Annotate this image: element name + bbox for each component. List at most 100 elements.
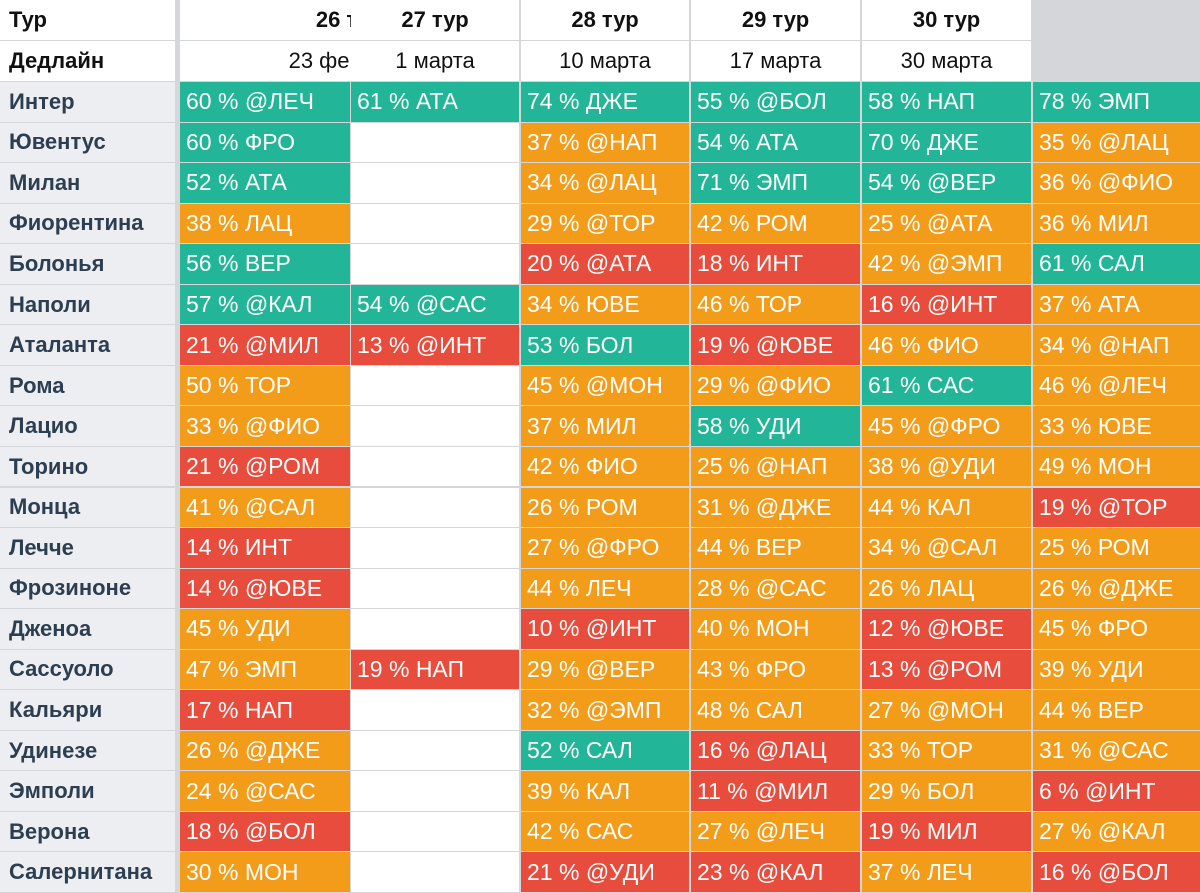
team-name: Фрозиноне — [0, 568, 175, 609]
fixture-cell: 58 % НАП — [862, 82, 1031, 122]
deadline: 17 марта — [691, 41, 860, 81]
empty-cell — [351, 163, 519, 203]
fixture-cell: 44 % ЛЕЧ — [521, 568, 689, 609]
fixture-cell: 46 % ТОР — [691, 284, 860, 325]
fixture-cell: 32 % @ЭМП — [521, 690, 689, 730]
fixture-cell: 44 % КАЛ — [862, 487, 1031, 527]
empty-cell — [351, 365, 519, 406]
fixture-cell: 56 % ВЕР — [180, 244, 350, 284]
fixture-cell: 11 % @МИЛ — [691, 771, 860, 811]
fixture-cell: 61 % АТА — [351, 82, 519, 122]
team-name: Монца — [0, 487, 175, 527]
empty-cell — [351, 244, 519, 284]
fixture-cell: 71 % ЭМП — [691, 163, 860, 203]
team-name: Салернитана — [0, 852, 175, 892]
fixture-cell: 30 % МОН — [180, 852, 350, 892]
fixture-cell: 29 % @ФИО — [691, 365, 860, 406]
fixture-cell: 19 % @ТОР — [1033, 487, 1200, 527]
fixture-cell: 28 % @САС — [691, 568, 860, 609]
team-name: Сассуоло — [0, 649, 175, 690]
fixture-cell: 34 % @САЛ — [862, 528, 1031, 568]
empty-cell — [351, 568, 519, 609]
fixture-cell: 21 % @УДИ — [521, 852, 689, 892]
fixture-cell: 25 % @НАП — [691, 446, 860, 487]
fixture-cell: 57 % @КАЛ — [180, 284, 350, 325]
fixture-cell: 54 % АТА — [691, 122, 860, 163]
fixture-cell: 42 % @ЭМП — [862, 244, 1031, 284]
fixture-cell: 34 % @ЛАЦ — [521, 163, 689, 203]
fixture-cell: 27 % @ЛЕЧ — [691, 811, 860, 852]
fixture-cell: 25 % РОМ — [1033, 528, 1200, 568]
fixture-cell: 13 % @РОМ — [862, 649, 1031, 690]
fixture-cell: 54 % @САС — [351, 284, 519, 325]
fixture-cell: 48 % САЛ — [691, 690, 860, 730]
fixture-cell: 13 % @ИНТ — [351, 325, 519, 365]
fixture-cell: 54 % @ВЕР — [862, 163, 1031, 203]
fixture-cell: 27 % @ФРО — [521, 528, 689, 568]
fixture-cell: 61 % САЛ — [1033, 244, 1200, 284]
fixture-cell: 31 % @ДЖЕ — [691, 487, 860, 527]
round-header: 27 тур — [351, 0, 519, 40]
team-name: Фиорентина — [0, 203, 175, 244]
empty-cell — [351, 122, 519, 163]
fixture-cell: 35 % @ЛАЦ — [1033, 122, 1200, 163]
fixture-cell: 16 % @ИНТ — [862, 284, 1031, 325]
fixture-cell: 45 % @ФРО — [862, 406, 1031, 446]
fixture-cell: 25 % @АТА — [862, 203, 1031, 244]
fixture-cell: 37 % АТА — [1033, 284, 1200, 325]
empty-cell — [351, 730, 519, 771]
fixture-cell: 42 % ФИО — [521, 446, 689, 487]
team-name: Эмполи — [0, 771, 175, 811]
fixture-cell: 33 % @ФИО — [180, 406, 350, 446]
fixture-cell: 34 % ЮВЕ — [521, 284, 689, 325]
fixture-cell: 36 % МИЛ — [1033, 203, 1200, 244]
corner-label: Тур — [0, 0, 175, 40]
fixture-cell: 18 % ИНТ — [691, 244, 860, 284]
team-name: Аталанта — [0, 325, 175, 365]
fixture-cell: 53 % БОЛ — [521, 325, 689, 365]
deadline: 30 марта — [862, 41, 1031, 81]
fixture-cell: 19 % @ЮВЕ — [691, 325, 860, 365]
fixture-cell: 49 % МОН — [1033, 446, 1200, 487]
fixture-cell: 41 % @САЛ — [180, 487, 350, 527]
empty-cell — [351, 690, 519, 730]
fixture-cell: 74 % ДЖЕ — [521, 82, 689, 122]
fixture-cell: 34 % @НАП — [1033, 325, 1200, 365]
fixture-cell: 40 % МОН — [691, 609, 860, 649]
empty-cell — [351, 487, 519, 527]
fixture-cell: 50 % ТОР — [180, 365, 350, 406]
empty-cell — [351, 203, 519, 244]
team-name: Удинезе — [0, 730, 175, 771]
fixture-cell: 26 % @ДЖЕ — [1033, 568, 1200, 609]
fixture-cell: 16 % @ЛАЦ — [691, 730, 860, 771]
empty-cell — [351, 528, 519, 568]
fixture-cell: 24 % @САС — [180, 771, 350, 811]
empty-cell — [351, 771, 519, 811]
team-name: Лечче — [0, 528, 175, 568]
fixture-cell: 14 % @ЮВЕ — [180, 568, 350, 609]
fixture-cell: 37 % @НАП — [521, 122, 689, 163]
fixture-cell: 42 % РОМ — [691, 203, 860, 244]
fixture-cell: 39 % КАЛ — [521, 771, 689, 811]
fixture-cell: 6 % @ИНТ — [1033, 771, 1200, 811]
fixture-cell: 19 % НАП — [351, 649, 519, 690]
fixture-cell: 29 % @ТОР — [521, 203, 689, 244]
deadline-label: Дедлайн — [0, 41, 175, 81]
fixture-cell: 45 % @МОН — [521, 365, 689, 406]
fixture-cell: 47 % ЭМП — [180, 649, 350, 690]
fixture-cell: 60 % ФРО — [180, 122, 350, 163]
empty-cell — [351, 446, 519, 487]
team-name: Верона — [0, 811, 175, 852]
team-name: Наполи — [0, 284, 175, 325]
fixture-cell: 19 % МИЛ — [862, 811, 1031, 852]
empty-cell — [351, 609, 519, 649]
fixture-cell: 12 % @ЮВЕ — [862, 609, 1031, 649]
fixture-cell: 46 % ФИО — [862, 325, 1031, 365]
fixture-cell: 26 % @ДЖЕ — [180, 730, 350, 771]
fixture-cell: 37 % ЛЕЧ — [862, 852, 1031, 892]
fixture-cell: 27 % @МОН — [862, 690, 1031, 730]
team-name: Дженоа — [0, 609, 175, 649]
empty-cell — [351, 406, 519, 446]
fixture-cell: 46 % @ЛЕЧ — [1033, 365, 1200, 406]
